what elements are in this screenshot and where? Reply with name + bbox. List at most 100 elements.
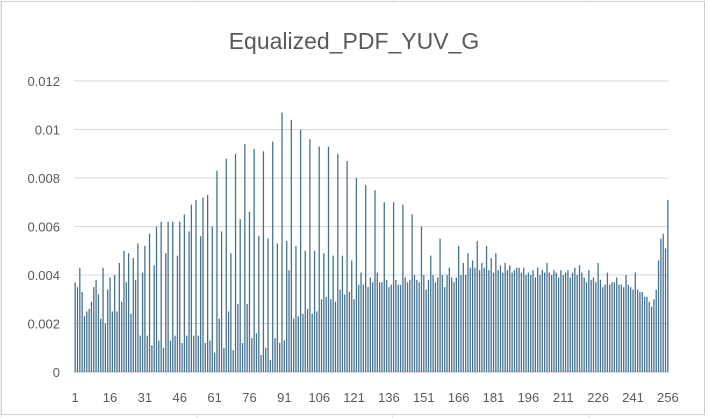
bar[interactable] bbox=[478, 270, 481, 372]
bar[interactable] bbox=[541, 270, 543, 372]
bar[interactable] bbox=[613, 282, 616, 372]
bar[interactable] bbox=[499, 265, 502, 372]
bar[interactable] bbox=[397, 284, 399, 372]
bar[interactable] bbox=[648, 301, 650, 372]
bar[interactable] bbox=[571, 272, 574, 372]
bar[interactable] bbox=[109, 277, 111, 372]
bar[interactable] bbox=[616, 277, 618, 372]
bar[interactable] bbox=[467, 253, 469, 372]
bar[interactable] bbox=[311, 313, 313, 372]
bar[interactable] bbox=[458, 245, 460, 372]
bar[interactable] bbox=[316, 311, 318, 373]
bar[interactable] bbox=[167, 221, 169, 372]
bar[interactable] bbox=[381, 282, 383, 372]
bar[interactable] bbox=[246, 304, 248, 372]
bar[interactable] bbox=[409, 279, 411, 372]
bar[interactable] bbox=[332, 255, 334, 372]
bar[interactable] bbox=[118, 262, 120, 373]
bar[interactable] bbox=[102, 267, 104, 372]
bar[interactable] bbox=[97, 294, 100, 372]
bar[interactable] bbox=[320, 299, 323, 372]
bar[interactable] bbox=[560, 270, 562, 372]
bar[interactable] bbox=[339, 289, 341, 372]
bar[interactable] bbox=[602, 287, 604, 373]
bar[interactable] bbox=[146, 335, 148, 373]
bar[interactable] bbox=[116, 311, 118, 373]
bar[interactable] bbox=[283, 340, 285, 372]
bar[interactable] bbox=[76, 287, 79, 373]
bar[interactable] bbox=[451, 277, 453, 372]
bar[interactable] bbox=[153, 265, 155, 372]
bar[interactable] bbox=[534, 277, 536, 372]
bar[interactable] bbox=[121, 301, 123, 372]
bar[interactable] bbox=[302, 313, 304, 372]
bar[interactable] bbox=[388, 287, 390, 373]
bar[interactable] bbox=[234, 153, 237, 372]
bar[interactable] bbox=[100, 318, 102, 372]
bar[interactable] bbox=[553, 270, 555, 372]
bar[interactable] bbox=[453, 282, 455, 372]
bar[interactable] bbox=[369, 277, 371, 372]
bar[interactable] bbox=[251, 338, 253, 372]
bar[interactable] bbox=[492, 272, 495, 372]
bar[interactable] bbox=[474, 267, 476, 372]
bar[interactable] bbox=[502, 272, 504, 372]
bar[interactable] bbox=[318, 146, 320, 372]
bar[interactable] bbox=[562, 275, 564, 372]
bar[interactable] bbox=[181, 342, 183, 372]
bar[interactable] bbox=[86, 311, 88, 373]
bar[interactable] bbox=[372, 282, 374, 372]
bar[interactable] bbox=[255, 333, 258, 372]
bar[interactable] bbox=[165, 253, 167, 372]
bar[interactable] bbox=[179, 221, 181, 372]
bar[interactable] bbox=[488, 270, 490, 372]
bar[interactable] bbox=[532, 270, 534, 372]
bar[interactable] bbox=[265, 347, 267, 372]
bar[interactable] bbox=[274, 338, 276, 372]
bar[interactable] bbox=[564, 272, 567, 372]
bar[interactable] bbox=[237, 304, 239, 372]
bar[interactable] bbox=[546, 262, 548, 373]
bar[interactable] bbox=[636, 289, 639, 372]
bar[interactable] bbox=[385, 279, 388, 372]
bar[interactable] bbox=[455, 277, 457, 372]
bar[interactable] bbox=[104, 323, 107, 373]
bar[interactable] bbox=[655, 289, 657, 372]
bar[interactable] bbox=[202, 197, 204, 372]
bar[interactable] bbox=[281, 112, 283, 372]
bar[interactable] bbox=[430, 255, 432, 372]
bar[interactable] bbox=[286, 241, 288, 372]
bar[interactable] bbox=[111, 311, 113, 373]
bar[interactable] bbox=[383, 202, 385, 372]
bar[interactable] bbox=[367, 287, 369, 373]
bar[interactable] bbox=[295, 245, 297, 372]
bar[interactable] bbox=[304, 250, 306, 372]
bar[interactable] bbox=[530, 275, 532, 372]
bar[interactable] bbox=[632, 289, 634, 372]
bar[interactable] bbox=[374, 190, 376, 373]
bar[interactable] bbox=[653, 299, 655, 372]
bar[interactable] bbox=[557, 277, 560, 372]
bar[interactable] bbox=[641, 291, 643, 372]
bar[interactable] bbox=[193, 335, 195, 373]
bar[interactable] bbox=[664, 248, 667, 372]
bar[interactable] bbox=[592, 277, 595, 372]
bar[interactable] bbox=[141, 272, 144, 372]
bar[interactable] bbox=[232, 350, 234, 372]
bar[interactable] bbox=[348, 291, 351, 372]
bar[interactable] bbox=[490, 258, 492, 372]
bar[interactable] bbox=[276, 243, 279, 372]
bar[interactable] bbox=[123, 250, 125, 372]
bar[interactable] bbox=[230, 253, 232, 372]
bar[interactable] bbox=[169, 340, 172, 372]
bar[interactable] bbox=[248, 211, 251, 372]
bar[interactable] bbox=[174, 335, 176, 373]
bar[interactable] bbox=[464, 275, 467, 372]
bar[interactable] bbox=[432, 275, 434, 372]
bar[interactable] bbox=[267, 238, 269, 373]
bar[interactable] bbox=[160, 221, 162, 372]
bar[interactable] bbox=[590, 279, 592, 372]
bar[interactable] bbox=[448, 267, 450, 372]
bar[interactable] bbox=[125, 282, 127, 372]
bar[interactable] bbox=[606, 272, 609, 372]
